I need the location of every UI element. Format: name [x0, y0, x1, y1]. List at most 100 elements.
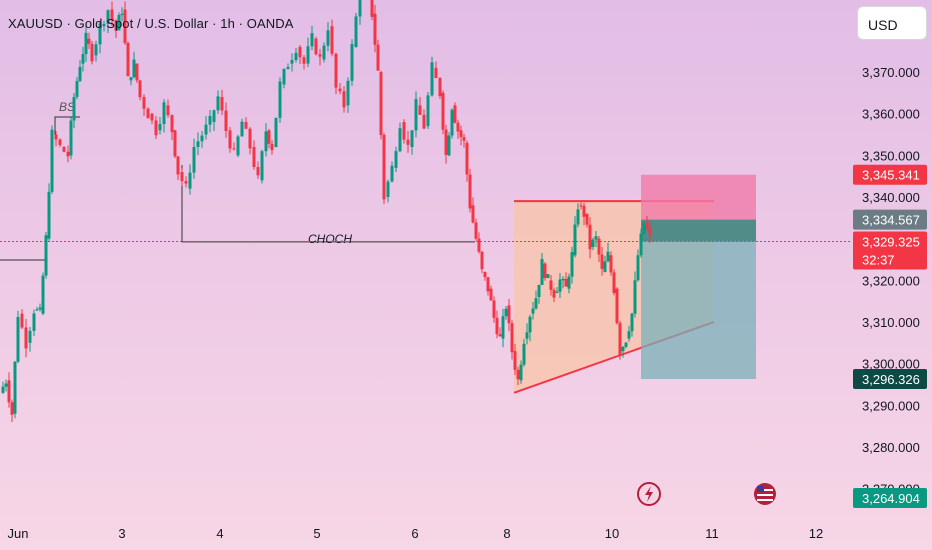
price-axis[interactable]: 3,270.0003,280.0003,290.0003,300.0003,31… [862, 65, 920, 497]
time-axis[interactable]: Jun 3 4 5 6 8 10 11 12 [8, 526, 824, 541]
candle-body [252, 147, 256, 168]
candle-body [123, 9, 127, 43]
candle-body [132, 59, 136, 78]
candle-body [480, 251, 484, 270]
candle-body [334, 53, 338, 88]
candle-body [447, 135, 451, 156]
candle-body [81, 54, 85, 64]
candle-body [146, 108, 150, 119]
y-tick-label: 3,340.000 [862, 190, 920, 205]
candle-body [228, 130, 232, 149]
candle-body [534, 298, 538, 309]
y-tick-label: 3,300.000 [862, 357, 920, 372]
candle-body [492, 300, 496, 318]
candle-body [216, 96, 220, 111]
candle-body [138, 80, 142, 98]
candle-body [600, 254, 604, 269]
candle-body [326, 30, 330, 46]
candle-body [504, 308, 508, 317]
candle-body [28, 330, 32, 343]
entry-price-tag [853, 209, 927, 230]
take-profit-zone[interactable] [641, 219, 756, 379]
candle-body [170, 115, 174, 133]
candle-body [618, 323, 622, 356]
x-tick-label: Jun [8, 526, 29, 541]
us-flag-icon[interactable] [754, 483, 776, 505]
y-tick-label: 3,320.000 [862, 273, 920, 288]
candle-body [290, 59, 294, 64]
candle-body [47, 191, 51, 239]
choch-line[interactable] [181, 165, 475, 243]
candle-body [531, 308, 535, 314]
candle-body [394, 151, 398, 168]
candle-body [90, 43, 94, 62]
candle-body [62, 147, 66, 152]
x-tick-label: 8 [503, 526, 510, 541]
candle-body [633, 280, 637, 314]
candle-body [373, 13, 377, 45]
candle-body [422, 114, 426, 129]
candle-body [483, 272, 487, 278]
candle-body [98, 23, 102, 45]
candle-body [286, 67, 290, 70]
candle-body [50, 129, 54, 192]
candle-body [224, 110, 228, 132]
candle-body [576, 209, 580, 225]
candle-body [282, 69, 286, 85]
candle-body [244, 122, 248, 129]
candle-body [648, 228, 652, 236]
candle-body [402, 122, 406, 140]
candle-body [72, 97, 76, 121]
candle-body [310, 33, 314, 47]
candle-body [561, 278, 565, 281]
x-tick-label: 12 [809, 526, 823, 541]
candle-body [612, 272, 616, 294]
candle-body [456, 122, 460, 132]
candle-body [510, 323, 514, 353]
candle-body [462, 137, 466, 141]
candle-body [546, 274, 550, 279]
candle-body [120, 13, 124, 15]
candle-body [495, 317, 499, 335]
candle-body [552, 289, 556, 298]
x-tick-label: 4 [216, 526, 223, 541]
candle-body [78, 66, 82, 81]
bottom-price-tag [853, 488, 927, 508]
entry-level-bar[interactable] [641, 219, 756, 242]
candle-body [106, 10, 110, 24]
y-tick-label: 3,370.000 [862, 65, 920, 80]
candle-body [142, 97, 146, 109]
candle-body [129, 77, 133, 81]
candle-body [516, 369, 520, 380]
y-tick-label: 3,310.000 [862, 315, 920, 330]
candle-body [525, 332, 529, 339]
candle-body [162, 102, 166, 124]
candle-body [196, 141, 200, 147]
candle-body [489, 288, 493, 301]
x-tick-label: 3 [118, 526, 125, 541]
candle-body [176, 156, 180, 175]
lightning-icon[interactable] [637, 482, 661, 506]
candle-body [166, 105, 170, 116]
candle-body [376, 44, 380, 71]
candle-body [248, 128, 252, 149]
candle-body [173, 130, 177, 157]
candle-body [330, 26, 334, 54]
candle-body [200, 135, 204, 142]
candle-body [471, 205, 475, 223]
y-tick-label: 3,350.000 [862, 148, 920, 163]
candle-body [260, 151, 264, 181]
candlesticks[interactable] [1, 0, 652, 422]
candle-body [114, 20, 118, 31]
candle-body [555, 291, 559, 293]
currency-selector[interactable]: USD [857, 6, 927, 40]
stop-loss-zone[interactable] [641, 174, 756, 220]
candle-body [154, 120, 158, 136]
y-tick-label: 3,290.000 [862, 398, 920, 413]
candle-body [410, 130, 414, 147]
candle-body [639, 233, 643, 256]
candle-body [220, 97, 224, 111]
candle-body [354, 16, 358, 47]
candle-body [582, 205, 586, 217]
